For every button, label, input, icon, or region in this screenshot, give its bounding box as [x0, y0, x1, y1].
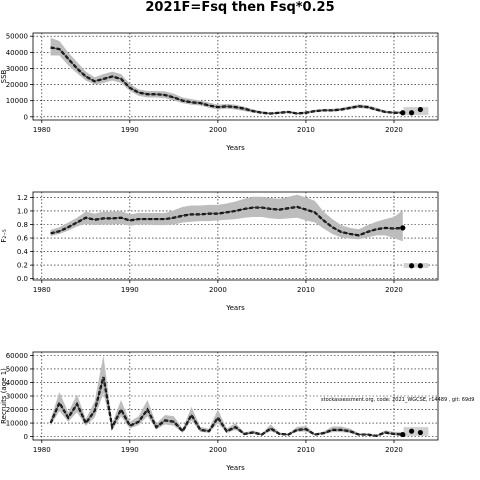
panel-2-last-point	[400, 225, 406, 231]
panel-3-forecast-band	[403, 427, 429, 436]
panel-1-y-tick-label: 50000	[6, 33, 28, 41]
panel-2-x-axis-label: Years	[225, 304, 245, 312]
panel-2-y-tick-label: 0.8	[17, 221, 28, 229]
panel-2-x-tick-label: 1980	[33, 286, 51, 294]
panel-3-y-tick-label: 60000	[6, 352, 28, 360]
panel-3-y-tick-label: 30000	[6, 393, 28, 401]
panel-1-x-tick-label: 1990	[121, 126, 139, 134]
panel-2-x-tick-label: 2020	[385, 286, 403, 294]
panel-1-x-tick-label: 1980	[33, 126, 51, 134]
panel-2-forecast-band	[403, 263, 429, 268]
panel-2-estimate-line-core	[50, 206, 403, 236]
panel-2-x-tick-label: 1990	[121, 286, 139, 294]
panel-3-estimate-line-core	[50, 376, 403, 437]
panel-2-y-tick-label: 1.0	[17, 207, 28, 215]
panel-3-last-point	[400, 431, 406, 438]
panel-3-x-tick-label: 1980	[33, 446, 51, 454]
panel-3-x-tick-label: 2010	[297, 446, 315, 454]
panel-1-y-tick-label: 0	[24, 113, 28, 121]
panel-2-frame	[32, 191, 439, 281]
panel-3-forecast-point	[408, 428, 415, 434]
panel-2-y-tick-label: 0.4	[17, 248, 29, 256]
panel-1-frame	[32, 32, 439, 121]
panel-1-forecast-point	[417, 106, 423, 113]
panel-3-x-axis-label: Years	[225, 464, 245, 472]
panel-3-y-tick-label: 40000	[6, 379, 28, 387]
source-annotation: stockassessment.org, code: 2021_WGCSE, r…	[321, 397, 474, 403]
panel-3-y-tick-label: 50000	[6, 365, 28, 373]
chart-title: 2021F=Fsq then Fsq*0.25	[145, 0, 335, 15]
panel-1-forecast-band	[403, 107, 429, 116]
panel-3-y-tick-label: 0	[24, 433, 28, 441]
panel-2-y-tick-label: 0.6	[17, 235, 29, 243]
panel-2-y-tick-label: 0.2	[17, 262, 28, 270]
panel-2-y-tick-label: 1.2	[17, 194, 28, 202]
panel-1-estimate-line-core	[50, 47, 403, 114]
panel-1-confidence-band	[50, 37, 403, 115]
panel-2-forecast-point	[417, 263, 423, 269]
panel-2-y-axis-label: F₂₋₅	[0, 229, 8, 243]
panel-3-y-axis-label: Recruits (age 1)	[0, 368, 8, 424]
panel-1-forecast-point	[408, 110, 415, 116]
panel-3-x-tick-label: 1990	[121, 446, 139, 454]
panel-1-last-point	[400, 110, 406, 116]
panel-2-x-tick-label: 2010	[297, 286, 315, 294]
panel-1-y-tick-label: 10000	[6, 97, 28, 105]
panel-3-x-tick-label: 2000	[209, 446, 227, 454]
panel-3-y-tick-label: 10000	[6, 420, 28, 428]
panel-1-x-tick-label: 2020	[385, 126, 403, 134]
panel-2-y-tick-label: 0.0	[17, 275, 28, 283]
panel-3-y-tick-label: 20000	[6, 406, 28, 414]
panel-1-x-tick-label: 2010	[297, 126, 315, 134]
panel-2-confidence-band	[50, 194, 403, 242]
panel-1-y-tick-label: 40000	[6, 49, 28, 57]
panel-2-forecast-point	[408, 263, 415, 269]
panel-1-y-axis-label: SSB	[0, 69, 8, 83]
panel-3-x-tick-label: 2020	[385, 446, 403, 454]
panel-1-x-tick-label: 2000	[209, 126, 227, 134]
panel-1-x-axis-label: Years	[225, 144, 245, 152]
panel-1-y-tick-label: 30000	[6, 65, 28, 73]
panel-2-x-tick-label: 2000	[209, 286, 227, 294]
panel-1-y-tick-label: 20000	[6, 81, 28, 89]
panel-3-forecast-point	[417, 429, 423, 436]
